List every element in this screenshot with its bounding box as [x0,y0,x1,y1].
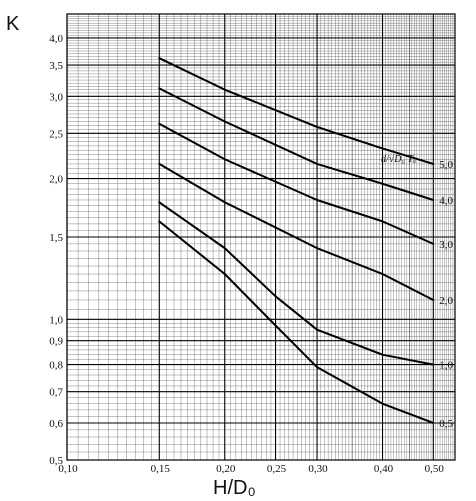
y-axis-label: K [6,13,20,35]
x-tick-label: 0,50 [425,463,445,475]
x-tick-label: 0,40 [374,463,394,475]
series-line [158,87,435,201]
legend-title: d/√D₀ Tₒ [381,154,416,165]
series-line [158,220,435,424]
y-tick-label: 3,5 [49,60,63,72]
grid [66,13,456,461]
x-tick-label: 0,15 [151,463,171,475]
legend: d/√D₀ Tₒ [381,154,416,165]
x-tick-label: 0,20 [216,463,236,475]
tick-labels: 0,5 0,6 0,7 0,8 0,9 1,0 1,5 2,0 2,5 3,0 3,5 4,0 0,10… [49,33,444,475]
y-tick-label: 0,7 [49,387,63,399]
y-tick-label: 1,5 [49,232,63,244]
y-tick-label: 3,0 [49,91,63,103]
series-label: 3,0 [439,239,453,251]
series-label: 1,0 [439,360,453,372]
plot-frame [66,13,456,461]
y-tick-label: 0,5 [49,455,63,467]
series-line [158,57,435,165]
y-tick-label: 1,0 [49,314,63,326]
series-lines [158,57,435,424]
x-tick-label: 0,10 [58,463,78,475]
y-tick-label: 2,5 [49,128,63,140]
series-labels: 5,0 4,0 3,0 2,0 1,0 0,5 [439,159,453,430]
x-tick-label: 0,25 [267,463,287,475]
series-label: 0,5 [439,418,453,430]
y-tick-label: 0,8 [49,360,63,372]
series-label: 2,0 [439,295,453,307]
x-tick-label: 0,30 [308,463,328,475]
series-line [158,122,435,245]
y-tick-label: 0,6 [49,418,63,430]
y-tick-label: 4,0 [49,33,63,45]
series-line [158,162,435,301]
y-tick-label: 2,0 [49,174,63,186]
series-label: 4,0 [439,195,453,207]
series-label: 5,0 [439,159,453,171]
series-line [158,201,435,366]
y-tick-label: 0,9 [49,336,63,348]
x-axis-label: H/D₀ [213,477,256,499]
